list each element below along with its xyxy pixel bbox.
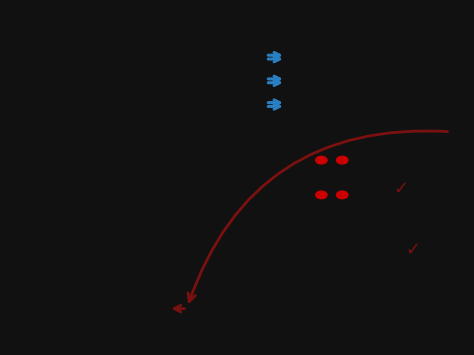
Text: H: H: [134, 237, 151, 257]
Text: 20e⁻: 20e⁻: [419, 131, 459, 146]
Text: ✓: ✓: [393, 180, 409, 198]
Text: H: H: [39, 168, 56, 187]
Text: 1e⁻ x 6 =: 1e⁻ x 6 =: [292, 93, 363, 107]
Circle shape: [337, 156, 348, 164]
Circle shape: [316, 191, 327, 199]
Text: 4 + 16 = 20e⁻: 4 + 16 = 20e⁻: [81, 301, 199, 316]
Text: rule: rule: [363, 192, 390, 204]
Text: 6e⁻        =: 6e⁻ =: [292, 69, 369, 83]
Text: H: H: [254, 93, 266, 108]
Circle shape: [316, 156, 327, 164]
Text: H: H: [134, 98, 151, 118]
Circle shape: [337, 191, 348, 199]
Text: H: H: [418, 168, 435, 187]
Text: ✓: ✓: [405, 241, 420, 259]
Text: O: O: [254, 69, 266, 84]
Text: 6e⁻: 6e⁻: [419, 69, 446, 83]
Text: 3: 3: [145, 54, 151, 64]
Text: C: C: [135, 168, 150, 187]
Text: 8e⁻: 8e⁻: [419, 46, 446, 60]
Text: C: C: [254, 45, 264, 60]
Text: 2: 2: [194, 54, 201, 64]
Text: 4e⁻ x 2 =: 4e⁻ x 2 =: [292, 46, 363, 60]
Text: OH: OH: [204, 45, 229, 60]
Text: octet: octet: [363, 173, 399, 186]
Text: O: O: [323, 168, 341, 187]
Text: CH: CH: [104, 45, 128, 60]
Text: Ethanol: Ethanol: [14, 45, 80, 60]
Text: C: C: [229, 168, 245, 187]
Text: H: H: [228, 98, 246, 118]
Text: CH: CH: [154, 45, 178, 60]
Text: H: H: [228, 237, 246, 257]
Text: 6e⁻: 6e⁻: [419, 93, 446, 107]
